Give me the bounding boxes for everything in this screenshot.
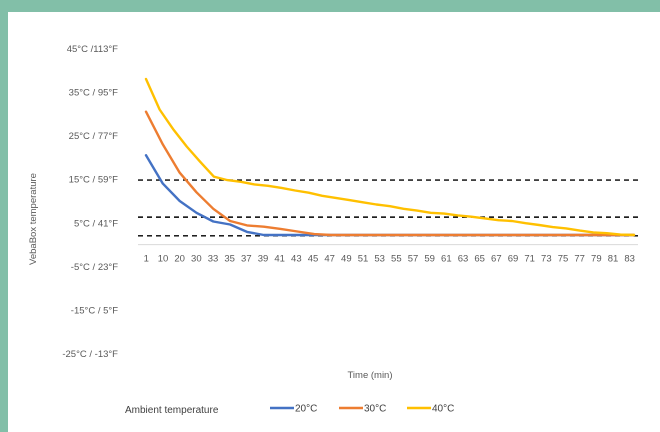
series-line-1: [144, 154, 636, 237]
x-tick-label: 43: [291, 254, 302, 265]
y-axis-title: VebaBox temperature: [28, 173, 39, 265]
x-tick-label: 57: [408, 254, 419, 265]
chart-panel: 45°C /113°F 35°C / 95°F 25°C / 77°F 15°C / …: [8, 12, 660, 432]
y-tick-label: 35°C / 95°F: [69, 88, 119, 99]
x-axis-title: Time (min): [347, 370, 392, 381]
x-tick-label: 33: [208, 254, 219, 265]
y-tick-label: -5°C / 23°F: [71, 262, 118, 273]
legend-label: 30°C: [364, 404, 386, 415]
series-lines: [144, 77, 636, 237]
x-tick-label: 59: [424, 254, 435, 265]
line-chart: 45°C /113°F35°C / 95°F25°C / 77°F15°C / …: [28, 44, 638, 416]
y-tick-label: -15°C / 5°F: [71, 305, 118, 316]
x-tick-label: 67: [491, 254, 502, 265]
x-axis-ticks: 1 10 20 30 33 35 37 39 41 43 45 47 49 51 53 55 57 59 61 63 6…: [144, 254, 635, 265]
y-tick-label: 25°C / 77°F: [69, 131, 119, 142]
x-tick-label: 69: [508, 254, 519, 265]
x-tick-label: 20: [174, 254, 185, 265]
y-tick-label: 15°C / 59°F: [69, 175, 119, 186]
x-tick-label: 35: [224, 254, 235, 265]
x-tick-label: 83: [624, 254, 635, 265]
x-tick-label: 73: [541, 254, 552, 265]
series-line-3: [144, 77, 636, 237]
x-tick-label: 79: [591, 254, 602, 265]
x-tick-label: 75: [558, 254, 569, 265]
x-tick-label: 37: [241, 254, 252, 265]
y-tick-label: 45°C /113°F: [67, 44, 118, 55]
y-tick-label: -25°C / -13°F: [62, 349, 118, 360]
x-tick-label: 45: [308, 254, 319, 265]
x-tick-label: 63: [458, 254, 469, 265]
legend-label: 20°C: [295, 404, 317, 415]
legend: 20°C 30°C 40°C: [270, 404, 454, 415]
y-axis-ticks: 45°C /113°F 35°C / 95°F 25°C / 77°F 15°C / …: [62, 44, 118, 360]
legend-label: 40°C: [432, 404, 454, 415]
legend-title: Ambient temperature: [125, 405, 219, 416]
x-tick-label: 47: [324, 254, 335, 265]
x-tick-label: 65: [474, 254, 485, 265]
x-tick-label: 41: [274, 254, 285, 265]
y-tick-label: 5°C / 41°F: [74, 218, 118, 229]
series-line-2: [144, 110, 636, 237]
x-tick-label: 39: [258, 254, 269, 265]
x-tick-label: 51: [358, 254, 369, 265]
x-tick-label: 10: [158, 254, 169, 265]
x-tick-label: 77: [574, 254, 585, 265]
x-tick-label: 55: [391, 254, 402, 265]
x-tick-label: 1: [144, 254, 149, 265]
x-tick-label: 71: [524, 254, 535, 265]
x-tick-label: 53: [374, 254, 385, 265]
x-tick-label: 61: [441, 254, 452, 265]
x-tick-label: 30: [191, 254, 202, 265]
x-tick-label: 81: [608, 254, 619, 265]
x-tick-label: 49: [341, 254, 352, 265]
